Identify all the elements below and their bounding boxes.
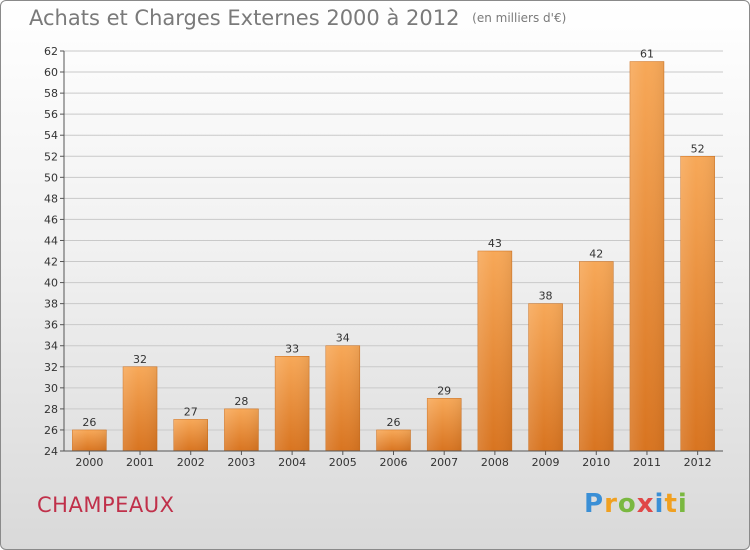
commune-name: CHAMPEAUX (37, 493, 175, 517)
bars (72, 61, 715, 452)
x-tick-label: 2007 (430, 456, 458, 469)
x-tick-label: 2005 (329, 456, 357, 469)
data-label: 33 (285, 342, 299, 355)
x-tick-label: 2001 (126, 456, 154, 469)
axes (60, 50, 723, 455)
y-tick-label: 48 (44, 192, 58, 205)
data-label: 28 (234, 395, 248, 408)
data-label: 27 (184, 405, 198, 418)
data-label: 26 (82, 416, 96, 429)
x-tick-label: 2008 (481, 456, 509, 469)
bar-shine (629, 61, 664, 452)
logo-letter: P (584, 489, 605, 519)
x-tick-label: 2012 (684, 456, 712, 469)
y-tick-label: 40 (44, 277, 58, 290)
x-tick-label: 2002 (177, 456, 205, 469)
y-tick-label: 56 (44, 108, 58, 121)
y-tick-label: 58 (44, 87, 58, 100)
y-tick-label: 26 (44, 424, 58, 437)
x-tick-label: 2003 (227, 456, 255, 469)
y-tick-label: 50 (44, 171, 58, 184)
bar-shine (275, 356, 310, 451)
bar-shine (376, 429, 411, 451)
bar-shine (173, 419, 208, 451)
y-tick-label: 52 (44, 150, 58, 163)
chart-title: Achats et Charges Externes 2000 à 2012 (… (29, 6, 566, 30)
bar-shine (528, 303, 563, 451)
data-label: 34 (336, 332, 350, 345)
y-tick-label: 44 (44, 234, 58, 247)
data-label: 32 (133, 353, 147, 366)
x-tick-label: 2004 (278, 456, 306, 469)
proxiti-logo[interactable]: Proxiti (584, 489, 688, 519)
y-tick-label: 54 (44, 129, 58, 142)
logo-letter: o (617, 489, 637, 519)
y-tick-label: 62 (44, 45, 58, 58)
x-tick-label: 2011 (633, 456, 661, 469)
data-label: 26 (387, 416, 401, 429)
bar-shine (477, 251, 512, 451)
y-tick-label: 32 (44, 361, 58, 374)
y-tick-label: 30 (44, 382, 58, 395)
logo-letter: t (664, 489, 678, 519)
bar-shine (123, 366, 158, 451)
data-label: 43 (488, 237, 502, 250)
chart-title-text: Achats et Charges Externes 2000 à 2012 (29, 6, 460, 30)
y-tick-label: 28 (44, 403, 58, 416)
data-label: 38 (539, 290, 553, 303)
data-label: 42 (589, 248, 603, 261)
logo-letter: i (677, 489, 688, 519)
bar-shine (680, 156, 715, 451)
y-tick-label: 34 (44, 340, 58, 353)
logo-letter: i (654, 489, 665, 519)
y-tick-label: 60 (44, 66, 58, 79)
x-tick-label: 2000 (75, 456, 103, 469)
logo-letter: r (604, 489, 618, 519)
y-tick-label: 24 (44, 445, 58, 458)
x-tick-label: 2010 (582, 456, 610, 469)
bar-shine (427, 398, 462, 451)
logo-letter: x (636, 489, 655, 519)
bar-shine (72, 429, 107, 451)
data-label: 61 (640, 48, 654, 61)
y-tick-label: 42 (44, 256, 58, 269)
x-tick-label: 2009 (532, 456, 560, 469)
data-label: 52 (691, 142, 705, 155)
data-label: 29 (437, 384, 451, 397)
bar-shine (325, 345, 360, 451)
bar-shine (579, 261, 614, 451)
bar-shine (224, 408, 259, 451)
labels: 24 26 28 30 32 34 36 38 40 42 44 46 48 50 52 54 56 58 60 62… (44, 45, 712, 469)
grid-lines (64, 50, 723, 452)
y-tick-label: 46 (44, 213, 58, 226)
y-tick-label: 36 (44, 319, 58, 332)
y-tick-label: 38 (44, 298, 58, 311)
x-tick-label: 2006 (380, 456, 408, 469)
chart-unit: (en milliers d'€) (472, 11, 567, 25)
